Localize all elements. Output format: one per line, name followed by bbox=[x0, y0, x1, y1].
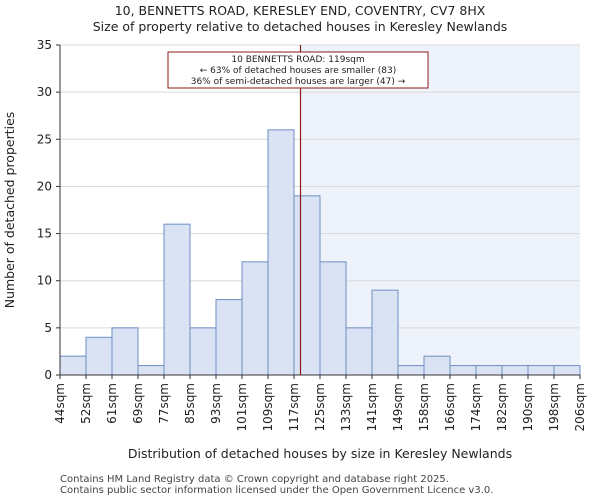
bar bbox=[397, 365, 425, 376]
bar bbox=[267, 129, 295, 376]
bar bbox=[501, 365, 529, 376]
y-axis-title: Number of detached properties bbox=[2, 112, 17, 309]
bar bbox=[189, 327, 217, 376]
x-tick-label: 182sqm bbox=[495, 383, 509, 431]
x-tick-label: 93sqm bbox=[209, 383, 223, 424]
bar bbox=[553, 365, 581, 376]
x-tick-label: 85sqm bbox=[183, 383, 197, 424]
y-tick-label: 30 bbox=[37, 85, 52, 99]
bar bbox=[475, 365, 503, 376]
y-tick-label: 0 bbox=[44, 368, 52, 382]
x-tick-label: 117sqm bbox=[287, 383, 301, 431]
x-tick-label: 141sqm bbox=[365, 383, 379, 431]
x-tick-label: 174sqm bbox=[469, 383, 483, 431]
x-tick-label: 206sqm bbox=[573, 383, 587, 431]
x-tick-label: 133sqm bbox=[339, 383, 353, 431]
y-tick-label: 25 bbox=[37, 132, 52, 146]
bar bbox=[163, 223, 191, 376]
chart-subtitle: Size of property relative to detached ho… bbox=[92, 19, 508, 34]
bar bbox=[527, 365, 555, 376]
annotation-line-1: 10 BENNETTS ROAD: 119sqm bbox=[231, 55, 364, 65]
bar bbox=[423, 355, 451, 376]
bar bbox=[241, 261, 269, 376]
annotation-line-2: ← 63% of detached houses are smaller (83… bbox=[200, 66, 397, 76]
highlight-region bbox=[300, 45, 580, 375]
y-tick-label: 10 bbox=[37, 274, 52, 288]
bar bbox=[319, 261, 347, 376]
y-tick-label: 15 bbox=[37, 227, 52, 241]
x-tick-label: 44sqm bbox=[53, 383, 67, 424]
x-tick-label: 69sqm bbox=[131, 383, 145, 424]
x-axis-title: Distribution of detached houses by size … bbox=[128, 446, 512, 461]
y-tick-label: 35 bbox=[37, 38, 52, 52]
x-tick-label: 158sqm bbox=[417, 383, 431, 431]
bar bbox=[215, 299, 243, 376]
x-tick-label: 77sqm bbox=[157, 383, 171, 424]
x-tick-label: 198sqm bbox=[547, 383, 561, 431]
footer-copyright: Contains HM Land Registry data © Crown c… bbox=[60, 474, 449, 485]
bar bbox=[137, 365, 165, 376]
y-tick-label: 5 bbox=[44, 321, 52, 335]
bar bbox=[449, 365, 477, 376]
bar bbox=[293, 195, 321, 376]
y-tick-label: 20 bbox=[37, 179, 52, 193]
footer-licence: Contains public sector information licen… bbox=[60, 485, 494, 496]
chart-title-address: 10, BENNETTS ROAD, KERESLEY END, COVENTR… bbox=[114, 3, 486, 18]
bar bbox=[59, 355, 87, 376]
x-tick-label: 190sqm bbox=[521, 383, 535, 431]
x-tick-label: 149sqm bbox=[391, 383, 405, 431]
bar bbox=[371, 289, 399, 376]
bar bbox=[85, 336, 113, 376]
x-tick-label: 166sqm bbox=[443, 383, 457, 431]
x-tick-label: 109sqm bbox=[261, 383, 275, 431]
x-tick-label: 61sqm bbox=[105, 383, 119, 424]
annotation-box bbox=[167, 51, 429, 89]
x-tick-label: 125sqm bbox=[313, 383, 327, 431]
annotation-line-3: 36% of semi-detached houses are larger (… bbox=[191, 77, 406, 87]
bar bbox=[111, 327, 139, 376]
bar bbox=[345, 327, 373, 376]
x-tick-label: 52sqm bbox=[79, 383, 93, 424]
x-tick-label: 101sqm bbox=[235, 383, 249, 431]
